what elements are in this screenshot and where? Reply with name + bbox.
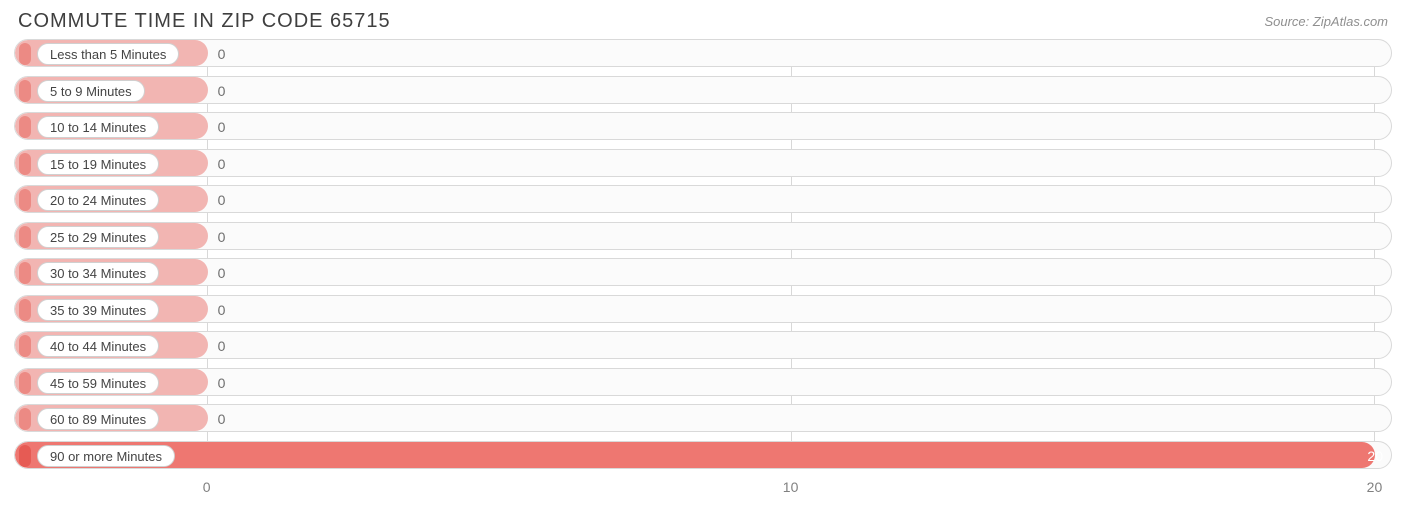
value-label: 0 xyxy=(218,223,226,250)
category-label: Less than 5 Minutes xyxy=(37,43,179,65)
category-label: 25 to 29 Minutes xyxy=(37,226,159,248)
bar-cap-icon xyxy=(19,153,31,175)
bar-row: 15 to 19 Minutes 0 xyxy=(14,149,1392,177)
bar-row: 10 to 14 Minutes 0 xyxy=(14,112,1392,140)
value-label: 0 xyxy=(218,77,226,104)
category-label: 90 or more Minutes xyxy=(37,445,175,467)
bar-row: 5 to 9 Minutes 0 xyxy=(14,76,1392,104)
value-label: 0 xyxy=(218,186,226,213)
bar-row: 45 to 59 Minutes 0 xyxy=(14,368,1392,396)
bar-row: Less than 5 Minutes 0 xyxy=(14,39,1392,67)
bar-row: 60 to 89 Minutes 0 xyxy=(14,404,1392,432)
category-label: 60 to 89 Minutes xyxy=(37,408,159,430)
bar-row: 90 or more Minutes 20 xyxy=(14,441,1392,469)
value-label: 0 xyxy=(218,369,226,396)
bar-fill xyxy=(15,442,1375,468)
category-label: 35 to 39 Minutes xyxy=(37,299,159,321)
axis-tick-label: 0 xyxy=(203,479,211,495)
value-label: 0 xyxy=(218,332,226,359)
bar-cap-icon xyxy=(19,372,31,394)
bar-row: 35 to 39 Minutes 0 xyxy=(14,295,1392,323)
bar-cap-icon xyxy=(19,299,31,321)
chart-title: COMMUTE TIME IN ZIP CODE 65715 xyxy=(18,10,391,33)
value-label: 0 xyxy=(218,150,226,177)
bar-cap-icon xyxy=(19,335,31,357)
chart-source: Source: ZipAtlas.com xyxy=(1264,14,1388,29)
bar-row: 20 to 24 Minutes 0 xyxy=(14,185,1392,213)
bar-cap-icon xyxy=(19,226,31,248)
value-label: 0 xyxy=(218,405,226,432)
bar-row: 25 to 29 Minutes 0 xyxy=(14,222,1392,250)
value-label: 20 xyxy=(1367,442,1383,469)
value-label: 0 xyxy=(218,113,226,140)
value-label: 0 xyxy=(218,40,226,67)
bar-cap-icon xyxy=(19,80,31,102)
category-label: 45 to 59 Minutes xyxy=(37,372,159,394)
bar-cap-icon xyxy=(19,116,31,138)
bar-cap-icon xyxy=(19,262,31,284)
chart-plot-area: Less than 5 Minutes05 to 9 Minutes010 to… xyxy=(14,39,1392,469)
chart-header: COMMUTE TIME IN ZIP CODE 65715 Source: Z… xyxy=(0,0,1406,39)
value-label: 0 xyxy=(218,259,226,286)
bar-cap-icon xyxy=(19,189,31,211)
x-axis: 0 10 20 xyxy=(14,477,1392,505)
category-label: 40 to 44 Minutes xyxy=(37,335,159,357)
bar-row: 40 to 44 Minutes 0 xyxy=(14,331,1392,359)
category-label: 15 to 19 Minutes xyxy=(37,153,159,175)
bar-cap-icon xyxy=(19,445,31,467)
bar-row: 30 to 34 Minutes 0 xyxy=(14,258,1392,286)
axis-tick-label: 10 xyxy=(783,479,799,495)
category-label: 5 to 9 Minutes xyxy=(37,80,145,102)
category-label: 20 to 24 Minutes xyxy=(37,189,159,211)
category-label: 30 to 34 Minutes xyxy=(37,262,159,284)
category-label: 10 to 14 Minutes xyxy=(37,116,159,138)
axis-tick-label: 20 xyxy=(1367,479,1383,495)
bar-cap-icon xyxy=(19,43,31,65)
bar-cap-icon xyxy=(19,408,31,430)
value-label: 0 xyxy=(218,296,226,323)
